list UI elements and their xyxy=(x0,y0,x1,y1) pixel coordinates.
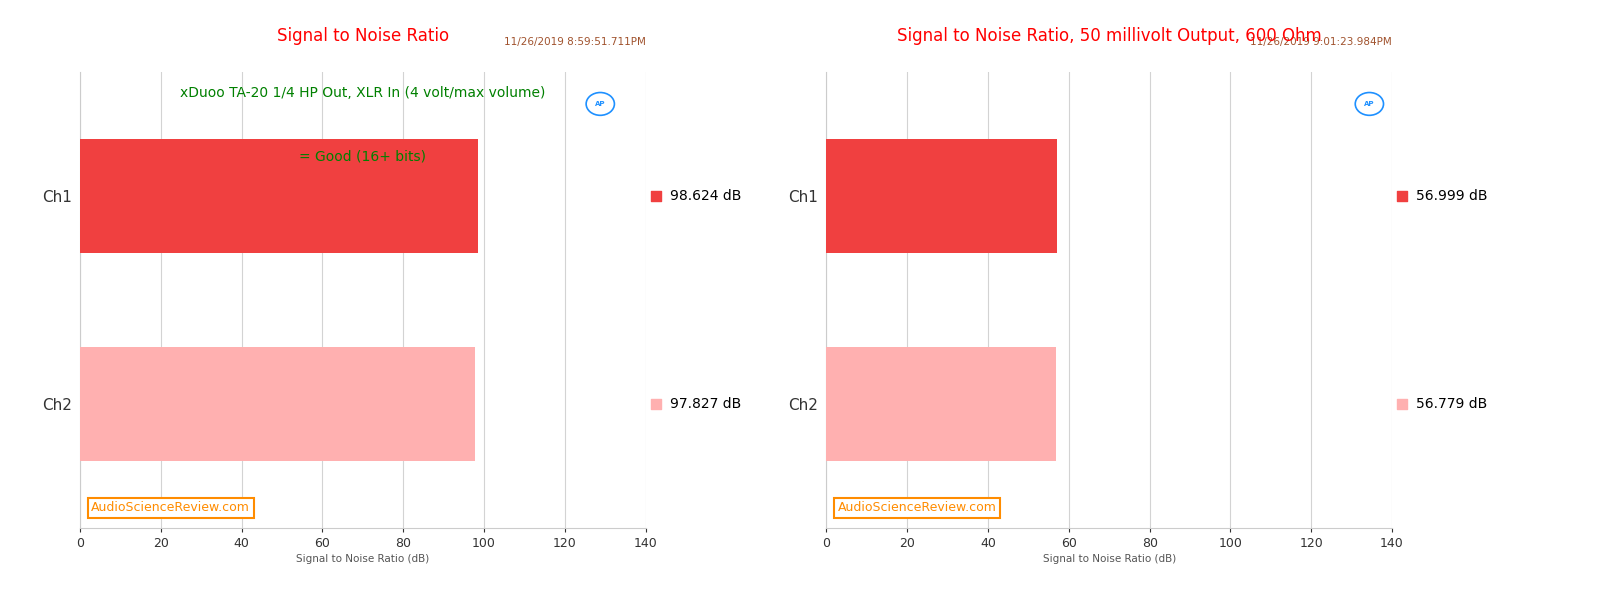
Bar xyxy=(80,347,475,461)
Text: 56.999 dB: 56.999 dB xyxy=(1416,190,1488,203)
Text: 98.624 dB: 98.624 dB xyxy=(670,190,741,203)
Title: Signal to Noise Ratio: Signal to Noise Ratio xyxy=(277,28,450,46)
Text: xDuoo TA-20 1/4 HP Out, XLR In (4 volt/max volume): xDuoo TA-20 1/4 HP Out, XLR In (4 volt/m… xyxy=(181,86,546,100)
X-axis label: Signal to Noise Ratio (dB): Signal to Noise Ratio (dB) xyxy=(296,554,429,564)
Text: 97.827 dB: 97.827 dB xyxy=(670,397,741,410)
Text: AudioScienceReview.com: AudioScienceReview.com xyxy=(91,502,250,514)
Text: AP: AP xyxy=(1365,101,1374,107)
Point xyxy=(643,191,669,201)
Title: Signal to Noise Ratio, 50 millivolt Output, 600 Ohm: Signal to Noise Ratio, 50 millivolt Outp… xyxy=(898,28,1322,46)
Point xyxy=(1389,399,1414,409)
Text: = Good (16+ bits): = Good (16+ bits) xyxy=(299,149,426,164)
Point xyxy=(643,399,669,409)
Text: 56.779 dB: 56.779 dB xyxy=(1416,397,1488,410)
X-axis label: Signal to Noise Ratio (dB): Signal to Noise Ratio (dB) xyxy=(1043,554,1176,564)
Text: 11/26/2019 9:01:23.984PM: 11/26/2019 9:01:23.984PM xyxy=(1250,37,1392,47)
Bar xyxy=(827,139,1056,253)
Text: AP: AP xyxy=(595,101,605,107)
Point xyxy=(1389,191,1414,201)
Bar xyxy=(827,347,1056,461)
Text: 11/26/2019 8:59:51.711PM: 11/26/2019 8:59:51.711PM xyxy=(504,37,645,47)
Bar xyxy=(80,139,478,253)
Text: AudioScienceReview.com: AudioScienceReview.com xyxy=(838,502,997,514)
